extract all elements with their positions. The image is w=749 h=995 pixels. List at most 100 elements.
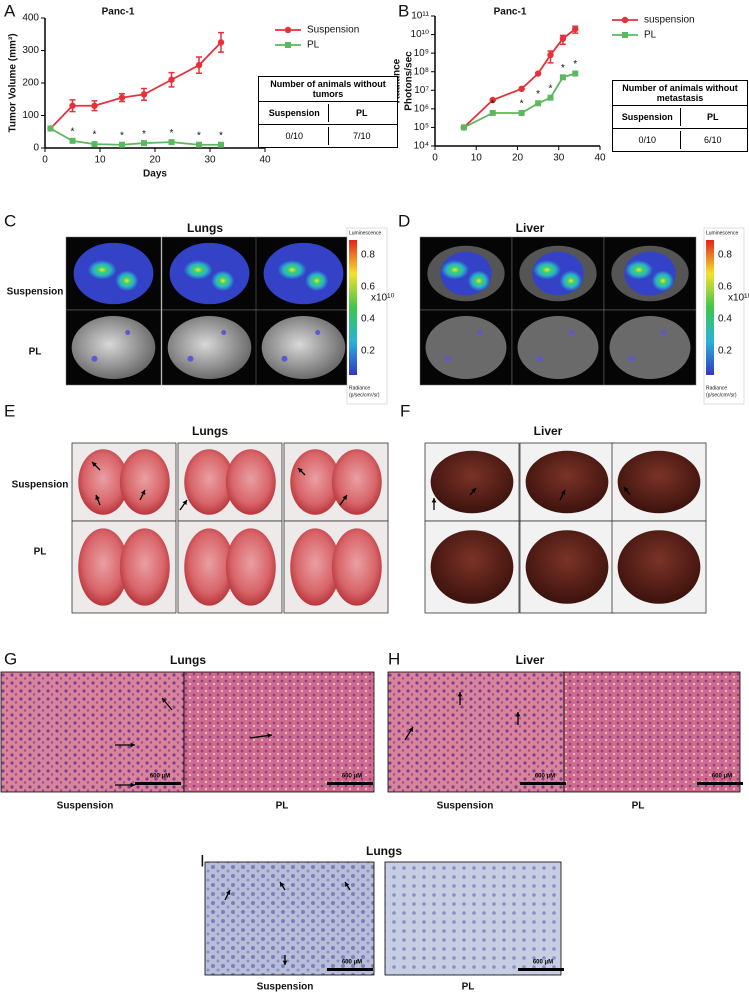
arrow — [469, 487, 477, 496]
arrow-head — [267, 733, 272, 738]
arrow — [515, 712, 521, 725]
point — [559, 35, 567, 42]
image-tile — [204, 861, 375, 976]
table-row: Suspension PL — [613, 105, 747, 128]
colorbar-title: Luminescence — [349, 230, 381, 236]
tissue — [609, 316, 691, 379]
table-cell: 6/10 — [679, 131, 746, 149]
panel-title: Liver — [534, 424, 563, 438]
signal — [628, 355, 635, 362]
point — [195, 61, 203, 69]
chart-title: Panc-1 — [102, 7, 135, 18]
signal — [281, 355, 288, 362]
point — [518, 109, 525, 116]
image-tile — [519, 442, 615, 522]
arrow — [457, 692, 463, 705]
signal — [125, 330, 131, 335]
arrow-head — [431, 498, 437, 503]
point — [141, 140, 147, 147]
legend-label: suspension — [644, 15, 695, 26]
annotation: * — [71, 126, 75, 137]
point — [547, 51, 554, 59]
arrow-head — [298, 468, 303, 473]
tissue — [290, 449, 341, 515]
image-tile — [71, 442, 177, 522]
table-row: 0/10 7/10 — [259, 124, 397, 147]
arrow — [279, 881, 286, 891]
image-tiles — [0, 236, 743, 976]
panel-letter: I — [200, 851, 205, 870]
annotation: * — [219, 130, 223, 141]
table-cell: 7/10 — [327, 127, 396, 145]
scale-bar — [327, 968, 373, 971]
point — [460, 124, 467, 131]
signal-hot — [87, 260, 117, 280]
caption: Suspension — [257, 982, 314, 993]
colorbar-tick: 0.4 — [718, 314, 732, 325]
signal-hot — [277, 260, 307, 280]
point — [140, 91, 148, 98]
panel-title: Lungs — [170, 653, 206, 667]
panel-letter: E — [4, 401, 15, 420]
y-axis-label: Photons/sec — [404, 51, 415, 111]
y-tick-label: 0 — [33, 143, 39, 154]
arrow-head — [162, 698, 167, 703]
image-tile — [419, 309, 513, 386]
arrow — [344, 881, 351, 891]
tissue — [425, 316, 507, 379]
x-tick-label: 20 — [149, 155, 161, 166]
tissue — [184, 449, 235, 515]
image-tile — [71, 520, 177, 614]
annotation: * — [170, 128, 174, 139]
x-tick-label: 40 — [259, 155, 271, 166]
tissue — [225, 528, 276, 606]
row-label: Suspension — [7, 287, 64, 298]
image-tile — [419, 236, 513, 311]
point — [168, 139, 175, 146]
signal-hot — [115, 270, 139, 292]
arrow-head — [182, 500, 187, 505]
signal-hot — [441, 260, 469, 280]
image-tile — [387, 671, 565, 793]
image-tile — [255, 309, 352, 386]
colorbar-tick: 0.2 — [361, 346, 375, 357]
scale-bar — [135, 782, 181, 785]
legend-marker — [284, 26, 292, 34]
scale-bar-label: 600 μM — [342, 960, 362, 966]
image-tile — [161, 236, 258, 311]
legend-label: PL — [644, 30, 657, 41]
arrow-head — [457, 692, 463, 697]
annotation: * — [536, 89, 540, 100]
signal — [444, 355, 451, 362]
colorbar-footer: (p/sec/cm²/sr) — [706, 392, 737, 398]
tissue — [225, 449, 276, 515]
point — [91, 102, 98, 109]
tissue — [119, 449, 170, 515]
row-label: PL — [29, 347, 42, 358]
panel-letter: C — [4, 211, 16, 230]
scale-bar-label: 600 μM — [712, 774, 732, 780]
point — [217, 39, 225, 46]
tile-bg — [204, 861, 375, 976]
arrow — [179, 499, 188, 511]
tissue — [78, 528, 129, 606]
signal — [187, 355, 194, 362]
annotation: * — [93, 130, 97, 141]
arrow — [249, 733, 273, 739]
tissue — [78, 449, 129, 515]
panel-letter: A — [4, 1, 16, 20]
tissue — [525, 450, 609, 514]
point — [534, 70, 542, 77]
colorbar — [706, 240, 714, 375]
arrow-head — [95, 495, 100, 500]
arrow-head — [282, 960, 288, 965]
signal-hot — [533, 260, 561, 280]
tissue — [119, 528, 170, 606]
colorbar — [349, 240, 357, 375]
scale-bar — [518, 968, 564, 971]
image-tile — [611, 442, 707, 522]
point — [535, 100, 542, 107]
point — [196, 141, 202, 148]
colorbar-tick: 0.2 — [718, 346, 732, 357]
